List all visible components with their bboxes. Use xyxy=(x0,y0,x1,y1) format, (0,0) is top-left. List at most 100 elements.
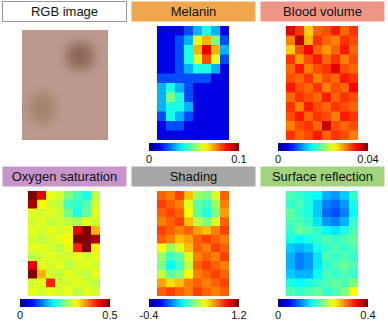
cell xyxy=(157,131,167,141)
cell xyxy=(184,55,194,65)
cell xyxy=(220,55,229,65)
cell xyxy=(304,235,314,244)
cell xyxy=(82,261,92,270)
cell xyxy=(211,287,221,296)
cell xyxy=(202,200,212,209)
cell xyxy=(322,217,332,226)
cell xyxy=(331,74,341,84)
cell xyxy=(175,235,185,244)
cell xyxy=(184,131,194,141)
cell xyxy=(175,252,185,261)
cell xyxy=(349,235,358,244)
cell xyxy=(211,261,221,270)
cell xyxy=(91,287,100,296)
colorbar-tick-label: 0.5 xyxy=(102,309,117,321)
cell xyxy=(211,279,221,288)
cell xyxy=(37,226,47,235)
cell xyxy=(340,226,350,235)
cell xyxy=(322,252,332,261)
cell xyxy=(175,209,185,218)
cell xyxy=(286,55,296,65)
cell xyxy=(184,209,194,218)
cell xyxy=(331,217,341,226)
cell xyxy=(331,226,341,235)
cell xyxy=(193,261,203,270)
cell xyxy=(211,270,221,279)
cell xyxy=(175,64,185,74)
cell xyxy=(340,261,350,270)
cell xyxy=(82,226,92,235)
colorbar-tick-label: 0.4 xyxy=(360,309,375,321)
title-box xyxy=(3,167,127,187)
cell xyxy=(313,200,323,209)
cell xyxy=(202,102,212,112)
cell xyxy=(175,131,185,141)
cell xyxy=(211,55,221,65)
cell xyxy=(37,287,47,296)
cell xyxy=(304,252,314,261)
cell xyxy=(349,226,358,235)
cell xyxy=(55,209,65,218)
cell xyxy=(157,83,167,93)
cell xyxy=(220,217,229,226)
cell xyxy=(193,252,203,261)
cell xyxy=(220,112,229,122)
cell xyxy=(295,55,305,65)
cell xyxy=(331,279,341,288)
cell xyxy=(211,74,221,84)
cell xyxy=(193,121,203,131)
cell xyxy=(331,26,341,36)
cell xyxy=(73,226,83,235)
colorbar-tick-label: 0 xyxy=(275,153,281,165)
cell xyxy=(64,235,74,244)
cell xyxy=(322,121,332,131)
cell xyxy=(211,112,221,122)
cell xyxy=(295,252,305,261)
cell xyxy=(340,209,350,218)
cell xyxy=(349,74,358,84)
cell xyxy=(211,45,221,55)
cell xyxy=(295,279,305,288)
cell xyxy=(340,55,350,65)
cell xyxy=(46,279,56,288)
cell xyxy=(331,235,341,244)
cell xyxy=(55,244,65,253)
cell xyxy=(157,102,167,112)
cell xyxy=(340,45,350,55)
cell xyxy=(166,83,176,93)
cell xyxy=(331,209,341,218)
cell xyxy=(166,131,176,141)
cell xyxy=(220,200,229,209)
cell xyxy=(193,226,203,235)
cell xyxy=(64,279,74,288)
colorbar xyxy=(278,299,368,307)
cell xyxy=(202,131,212,141)
cell xyxy=(82,287,92,296)
cell xyxy=(28,217,38,226)
cell xyxy=(322,209,332,218)
cell xyxy=(322,200,332,209)
cell xyxy=(46,191,56,200)
cell xyxy=(322,102,332,112)
panel-title: Melanin xyxy=(171,4,217,19)
cell xyxy=(37,217,47,226)
cell xyxy=(82,279,92,288)
cell xyxy=(202,121,212,131)
cell xyxy=(349,83,358,93)
cell xyxy=(313,252,323,261)
cell xyxy=(55,287,65,296)
cell xyxy=(322,36,332,46)
cell xyxy=(46,252,56,261)
title-box xyxy=(261,2,385,22)
cell xyxy=(313,244,323,253)
cell xyxy=(304,102,314,112)
cell xyxy=(331,244,341,253)
cell xyxy=(304,226,314,235)
cell xyxy=(193,45,203,55)
cell xyxy=(157,121,167,131)
cell xyxy=(331,36,341,46)
cell xyxy=(28,209,38,218)
cell xyxy=(184,64,194,74)
cell xyxy=(82,252,92,261)
cell xyxy=(166,235,176,244)
